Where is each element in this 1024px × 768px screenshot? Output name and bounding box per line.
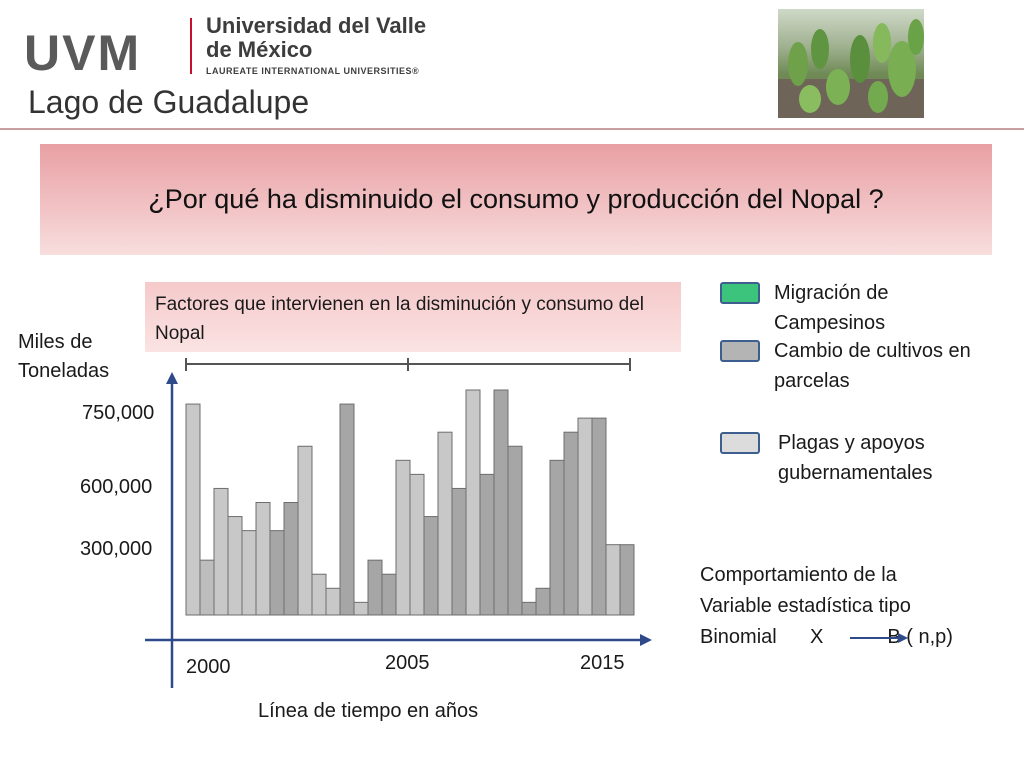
bar <box>339 403 355 616</box>
bar <box>549 459 565 616</box>
x-tick-label: 2015 <box>580 652 625 674</box>
bar <box>577 417 593 616</box>
bar <box>619 544 635 616</box>
legend-label: Migración de Campesinos <box>774 282 889 334</box>
bar <box>367 559 383 616</box>
bar <box>479 473 495 616</box>
binomial-note: Comportamiento de la Variable estadístic… <box>700 560 1000 653</box>
university-name: Universidad del Valle de México <box>206 13 427 62</box>
bar <box>423 516 439 616</box>
arrow-icon <box>850 633 908 643</box>
bar <box>437 431 453 616</box>
x-axis-label: Línea de tiempo en años <box>258 700 479 722</box>
note-line: Comportamiento de la <box>700 564 897 586</box>
legend-label: Cambio de cultivos en parcelas <box>774 340 971 392</box>
legend-swatch <box>720 432 760 454</box>
bar <box>493 389 509 616</box>
bar <box>311 573 327 616</box>
note-variable: Binomial X <box>700 626 824 648</box>
bar <box>199 559 215 616</box>
axes <box>145 372 652 688</box>
bar <box>521 601 537 616</box>
bar <box>563 431 579 616</box>
note-line: Variable estadística tipo <box>700 595 911 617</box>
legend-label: Plagas y apoyos gubernamentales <box>778 432 933 484</box>
bar <box>409 473 425 616</box>
bar <box>507 445 523 616</box>
header-divider <box>0 128 1024 130</box>
bar <box>269 530 285 616</box>
bars-group <box>185 389 635 616</box>
x-tick-label: 2000 <box>186 656 231 678</box>
bar <box>451 487 467 616</box>
chart-title-box: Factores que intervienen en la disminuci… <box>145 282 681 352</box>
bar <box>213 487 229 616</box>
chart-bracket <box>185 358 631 371</box>
bar <box>297 445 313 616</box>
bar <box>185 403 201 616</box>
uvm-logo: UVM <box>24 25 142 81</box>
y-axis-label: Miles de Toneladas <box>18 331 110 382</box>
y-tick-label: 600,000 <box>80 476 153 498</box>
nopal-photo <box>778 9 924 118</box>
logo-divider <box>190 18 192 74</box>
title-band: ¿Por qué ha disminuido el consumo y prod… <box>40 144 992 255</box>
x-tick-label: 2005 <box>385 652 430 674</box>
y-tick-label: 750,000 <box>82 402 155 424</box>
bar <box>255 502 271 616</box>
bar <box>605 544 621 616</box>
bar <box>325 587 341 616</box>
bar <box>241 530 257 616</box>
bar <box>227 516 243 616</box>
bar <box>381 573 397 616</box>
bar <box>353 601 369 616</box>
legend-swatch <box>720 282 760 304</box>
bar <box>283 502 299 616</box>
slide-title: ¿Por qué ha disminuido el consumo y prod… <box>148 184 884 214</box>
legend-swatch <box>720 340 760 362</box>
y-tick-label: 300,000 <box>80 538 153 560</box>
bar <box>535 587 551 616</box>
chart-title: Factores que intervienen en la disminuci… <box>155 294 644 344</box>
campus-name: Lago de Guadalupe <box>28 84 310 120</box>
bar <box>465 389 481 616</box>
bar <box>395 459 411 616</box>
laureate-network-label: LAUREATE INTERNATIONAL UNIVERSITIES® <box>206 66 420 76</box>
bar <box>591 417 607 616</box>
